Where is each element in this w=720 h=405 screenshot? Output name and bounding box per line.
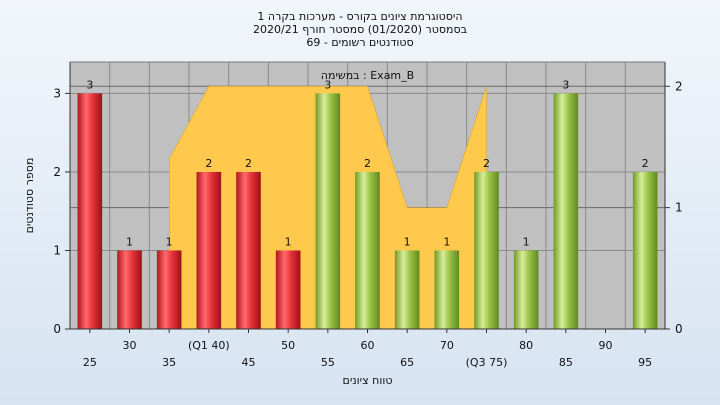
bar-70 <box>434 250 460 329</box>
bar-45 <box>236 171 261 329</box>
x-tick-label: 95 <box>638 356 652 369</box>
x-tick-label: 55 <box>321 356 335 369</box>
bar-35 <box>156 250 182 329</box>
bar-value-label: 2 <box>245 157 252 170</box>
bar-value-label: 2 <box>483 157 490 170</box>
bar-65 <box>394 250 420 329</box>
bar-50 <box>275 250 301 329</box>
bar-80 <box>513 250 539 329</box>
chart-students-line: סטודנטים רשומים - 69 <box>306 36 414 49</box>
bar-value-label: 1 <box>443 235 450 248</box>
bar-value-label: 2 <box>364 157 371 170</box>
x-tick-label: 25 <box>83 356 97 369</box>
bar-60 <box>355 171 380 329</box>
chart-subtitle: במשימה : Exam_B <box>321 69 414 82</box>
y2-tick-label: 2 <box>675 79 683 93</box>
bar-value-label: 3 <box>562 78 569 91</box>
y-axis-label: מספר סטודנטים <box>23 158 36 234</box>
y2-tick-label: 1 <box>675 201 683 215</box>
bar-value-label: 2 <box>642 157 649 170</box>
x-tick-label: (Q1 40) <box>188 339 230 352</box>
x-tick-label: 90 <box>599 339 613 352</box>
x-tick-label: (Q3 75) <box>466 356 508 369</box>
bar-value-label: 1 <box>404 235 411 248</box>
bar-55 <box>315 93 341 329</box>
bar-25 <box>77 93 103 329</box>
bar-value-label: 1 <box>126 235 133 248</box>
x-tick-label: 50 <box>281 339 295 352</box>
bar-30 <box>117 250 142 329</box>
bar-value-label: 3 <box>86 78 93 91</box>
bar-85 <box>553 93 579 329</box>
chart-title: היסטוגרמת ציונים בקורס - מערכות בקרה 1 <box>257 10 463 23</box>
bar-value-label: 1 <box>166 235 173 248</box>
x-axis-label: טווח ציונים <box>343 374 393 387</box>
x-tick-label: 70 <box>440 339 454 352</box>
y-tick-label: 0 <box>53 322 61 336</box>
bar-75 <box>474 171 499 329</box>
bar-95 <box>632 171 658 329</box>
chart-semester-line: בסמסטר (01/2020) סמסטר חורף 2020/21 <box>253 23 467 36</box>
x-tick-label: 30 <box>123 339 137 352</box>
bar-value-label: 2 <box>205 157 212 170</box>
bar-value-label: 1 <box>523 235 530 248</box>
bar-value-label: 3 <box>324 78 331 91</box>
y-tick-label: 1 <box>53 243 61 257</box>
x-tick-label: 85 <box>559 356 573 369</box>
x-tick-label: 80 <box>519 339 533 352</box>
y2-tick-label: 0 <box>675 322 683 336</box>
x-tick-label: 65 <box>400 356 414 369</box>
x-tick-label: 45 <box>242 356 256 369</box>
x-tick-label: 35 <box>162 356 176 369</box>
y-tick-label: 2 <box>53 165 61 179</box>
y-tick-label: 3 <box>53 86 61 100</box>
x-tick-label: 60 <box>361 339 375 352</box>
bar-value-label: 1 <box>285 235 292 248</box>
bar-40 <box>196 171 222 329</box>
